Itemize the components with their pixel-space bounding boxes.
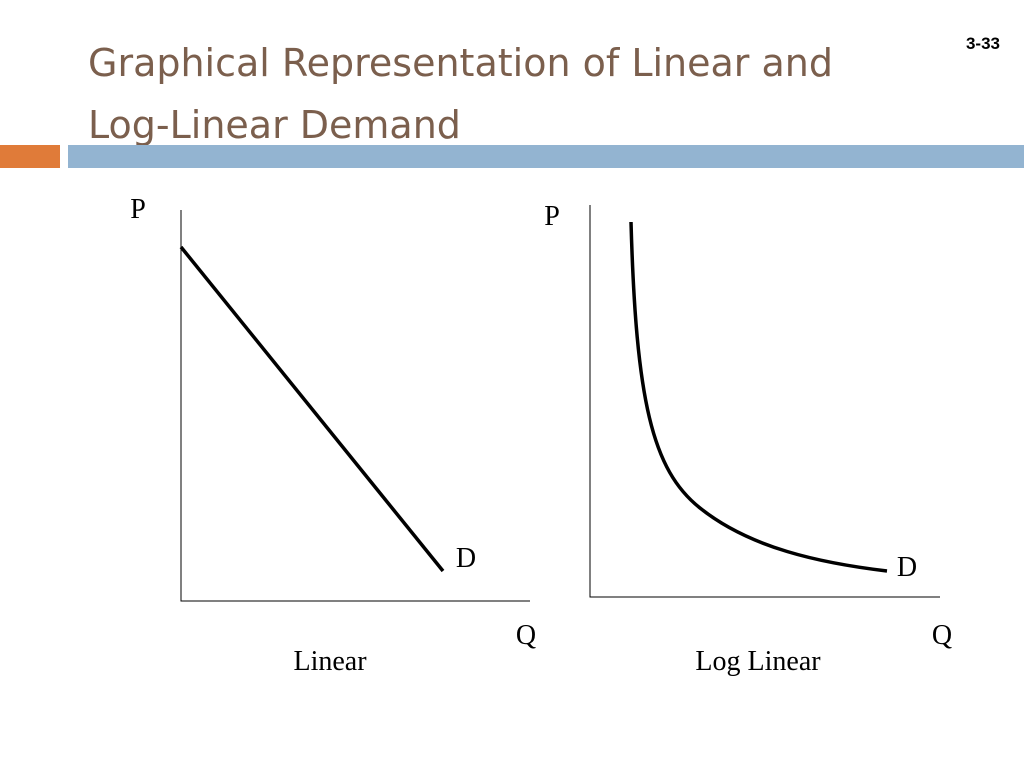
linear-diagram: P D Q Linear	[130, 194, 536, 677]
y-axis-label: P	[130, 194, 146, 225]
log-linear-diagram: P D Q Log Linear	[544, 201, 952, 677]
demand-line	[179, 245, 445, 573]
x-axis-label: Q	[516, 620, 536, 651]
demand-curve	[629, 221, 888, 573]
accent-bar	[0, 145, 60, 168]
axes	[589, 205, 940, 598]
x-axis-label: Q	[932, 620, 952, 651]
axes	[180, 210, 530, 602]
y-axis-label: P	[544, 201, 560, 232]
curve-label: D	[897, 552, 917, 583]
title-line: Log-Linear Demand	[88, 103, 461, 147]
title-line: Graphical Representation of Linear and	[88, 41, 833, 85]
header-bar	[68, 145, 1024, 168]
caption: Linear	[293, 646, 367, 677]
caption: Log Linear	[695, 646, 821, 677]
slide-number: 3-33	[966, 34, 1000, 53]
curve-label: D	[456, 543, 476, 574]
